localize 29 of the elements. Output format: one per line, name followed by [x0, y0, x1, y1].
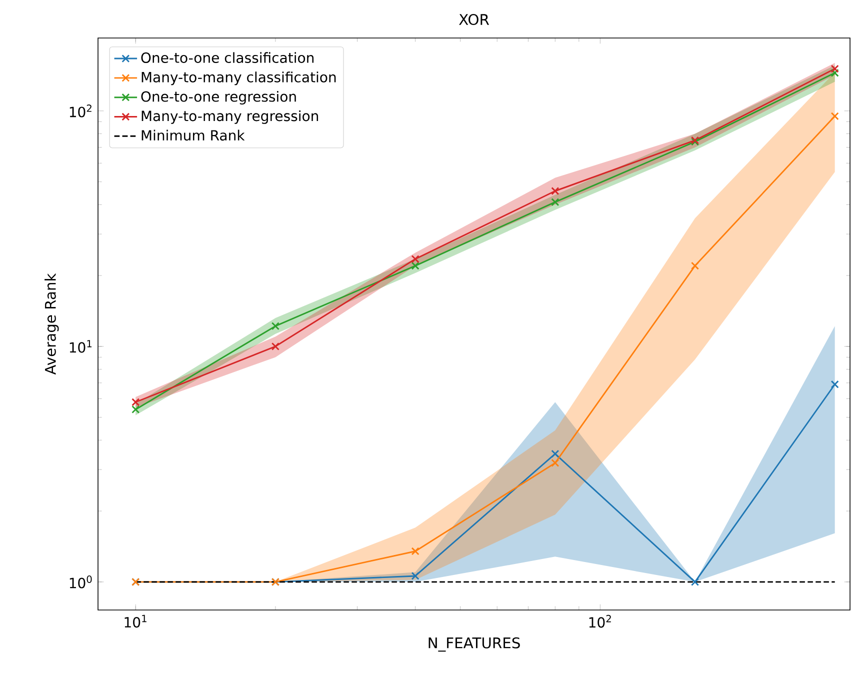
point — [271, 322, 280, 330]
point — [132, 405, 140, 414]
y-axis-title: Average Rank — [44, 273, 59, 375]
point — [411, 262, 420, 270]
x-axis-title: N_FEATURES — [428, 637, 520, 652]
point — [132, 398, 140, 406]
point — [551, 458, 560, 467]
y-tick-label: 10$^{1}$ — [70, 340, 92, 353]
point — [830, 64, 839, 73]
legend-label: Many-to-many regression — [142, 110, 318, 124]
point — [271, 342, 280, 350]
legend-label: One-to-one classification — [141, 52, 314, 63]
legend-label: Many-to-many classification — [142, 72, 336, 86]
point — [690, 578, 700, 586]
point — [551, 450, 560, 458]
point — [830, 112, 839, 120]
y-tick-label: 10$^{0}$ — [70, 576, 92, 588]
point — [411, 547, 420, 556]
chart-title: XOR — [459, 14, 490, 26]
point — [411, 254, 420, 264]
point — [551, 186, 560, 196]
point — [830, 68, 839, 77]
point — [830, 380, 839, 388]
point — [551, 198, 560, 206]
point — [411, 572, 420, 580]
legend-label: Minimum Rank — [142, 130, 245, 141]
point — [690, 262, 700, 270]
y-tick-label: 10$^{2}$ — [70, 104, 92, 118]
legend-label: One-to-one regression — [141, 90, 296, 105]
